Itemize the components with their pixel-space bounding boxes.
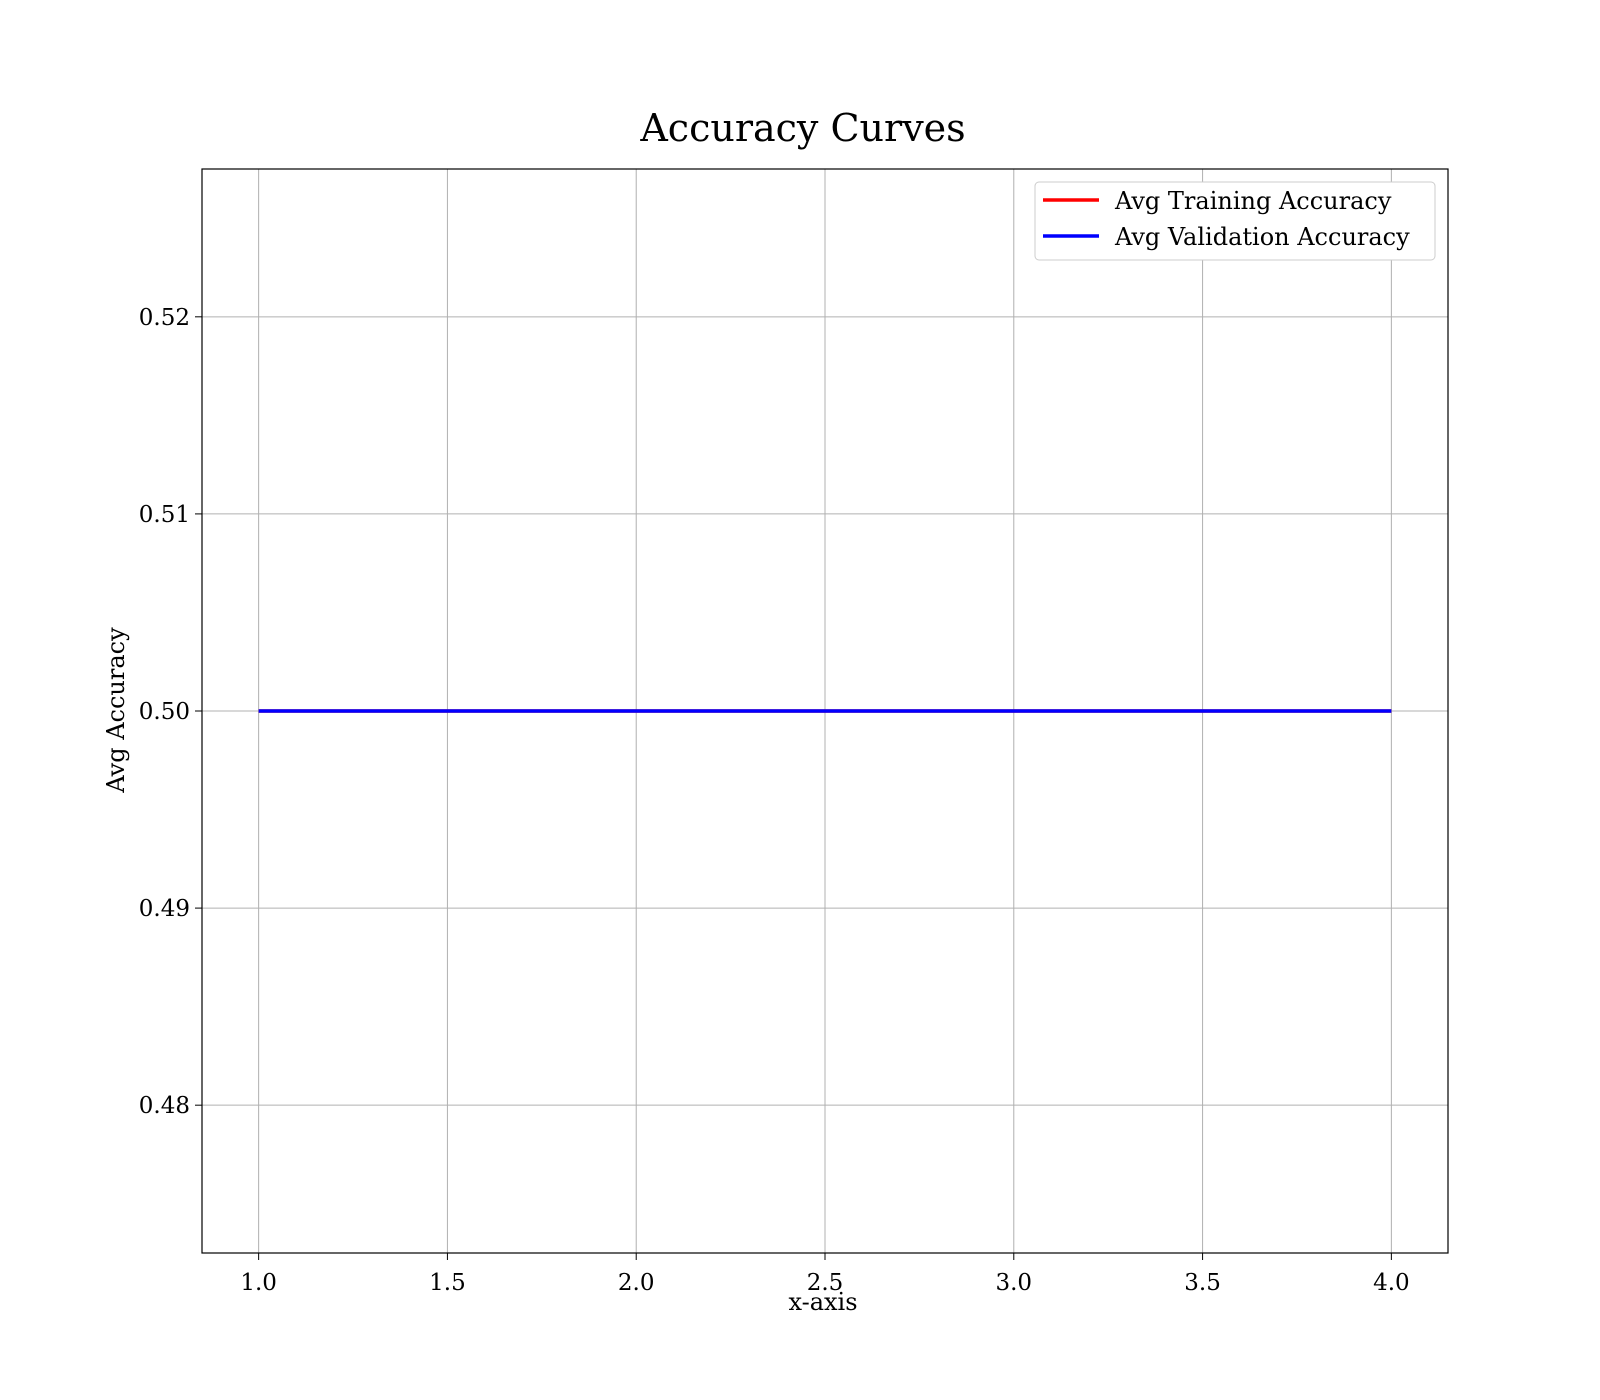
y-tick-label: 0.48 <box>139 1093 190 1119</box>
axis-ticks: 1.0 1.5 2.0 2.5 3.0 3.5 4.0 0.48 0.49 0.50 0.51 0.5… <box>139 305 1410 1296</box>
x-tick-label: 1.5 <box>429 1270 466 1296</box>
x-tick-label: 2.5 <box>807 1270 844 1296</box>
x-tick-label: 1.0 <box>240 1270 277 1296</box>
y-tick-label: 0.51 <box>139 502 190 528</box>
y-tick-label: 0.50 <box>139 699 190 725</box>
y-tick-label: 0.49 <box>139 896 190 922</box>
x-tick-label: 2.0 <box>618 1270 655 1296</box>
x-tick-label: 3.0 <box>995 1270 1032 1296</box>
x-axis-label: x-axis <box>788 1288 857 1316</box>
y-tick-label: 0.52 <box>139 305 190 331</box>
x-tick-label: 3.5 <box>1184 1270 1221 1296</box>
legend-box <box>1034 181 1436 261</box>
legend-label-validation: Avg Validation Accuracy <box>1114 223 1410 251</box>
y-axis-label: Avg Accuracy <box>102 627 130 794</box>
chart-title: Accuracy Curves <box>639 106 965 150</box>
legend: Avg Training Accuracy Avg Validation Acc… <box>1034 181 1436 261</box>
legend-label-training: Avg Training Accuracy <box>1114 187 1392 215</box>
x-tick-label: 4.0 <box>1373 1270 1410 1296</box>
